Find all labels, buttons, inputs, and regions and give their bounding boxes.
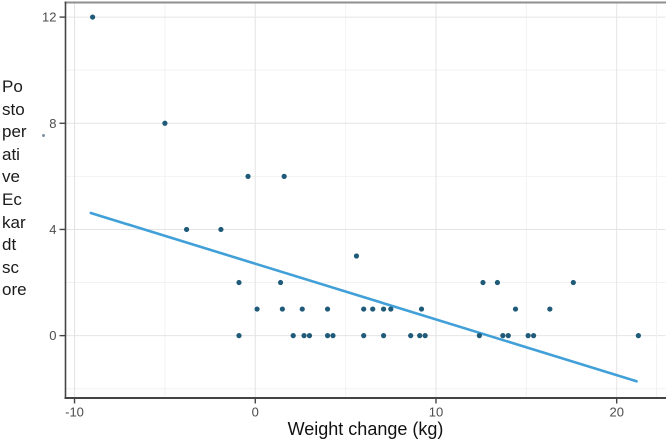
x-tick-label: -10: [65, 405, 84, 420]
trend-line: [89, 211, 638, 383]
data-point: [281, 173, 287, 179]
data-point: [418, 306, 425, 312]
data-point: [254, 306, 260, 312]
x-tick-label: 0: [252, 405, 259, 420]
data-point: [480, 279, 486, 286]
data-point: [408, 333, 414, 339]
data-point: [388, 306, 394, 312]
data-point: [370, 306, 376, 312]
data-point: [218, 226, 224, 233]
y-tick-label: 4: [49, 222, 56, 237]
data-point: [380, 333, 387, 339]
data-point: [279, 306, 285, 312]
y-axis-label-line: per: [2, 122, 27, 142]
data-point: [301, 333, 307, 339]
stray-dot-mark: [42, 134, 45, 137]
y-axis-label-line: dt: [2, 235, 17, 255]
x-axis-label: Weight change (kg): [287, 419, 444, 439]
x-tick-label: 20: [609, 405, 623, 420]
data-point: [330, 333, 336, 339]
data-point: [361, 333, 367, 339]
data-point: [236, 279, 242, 286]
y-axis-label-line: ati: [2, 144, 20, 164]
y-axis-label-line: ve: [2, 167, 20, 187]
y-axis-label-line: ore: [2, 280, 27, 300]
data-point: [635, 333, 641, 339]
data-point: [500, 333, 506, 339]
data-point: [570, 279, 576, 286]
y-tick-label: 8: [49, 116, 56, 131]
y-axis-label-line: Po: [2, 77, 23, 96]
data-point: [90, 14, 96, 20]
y-tick-label: 0: [49, 328, 56, 343]
y-axis-label-line: sc: [2, 257, 19, 277]
data-point: [417, 333, 423, 339]
x-tick-label: 10: [429, 405, 443, 420]
data-point: [476, 333, 482, 339]
data-point: [290, 333, 296, 339]
y-axis-label: Po sto per ati ve Ec kar dt sc ore: [2, 76, 48, 302]
data-point: [324, 333, 331, 339]
data-point: [353, 253, 360, 259]
y-axis-label-line: kar: [2, 212, 26, 232]
data-point: [324, 306, 331, 312]
y-axis-label-line: sto: [2, 99, 25, 119]
data-point: [162, 120, 168, 126]
data-point: [525, 333, 531, 339]
data-point: [380, 306, 387, 312]
y-axis-label-line: Ec: [2, 189, 22, 209]
data-point: [245, 173, 251, 179]
data-point: [277, 279, 284, 286]
data-point: [512, 306, 519, 312]
panel-top-border: [64, 1, 666, 4]
y-tick-label: 12: [42, 10, 56, 25]
data-point: [547, 306, 553, 312]
data-point: [422, 333, 428, 339]
data-point: [183, 226, 190, 233]
data-point: [505, 333, 511, 339]
data-point: [236, 333, 242, 339]
data-point: [361, 306, 367, 312]
data-point: [494, 279, 501, 286]
data-point: [530, 333, 537, 339]
data-point: [306, 333, 313, 339]
data-point: [299, 306, 305, 312]
